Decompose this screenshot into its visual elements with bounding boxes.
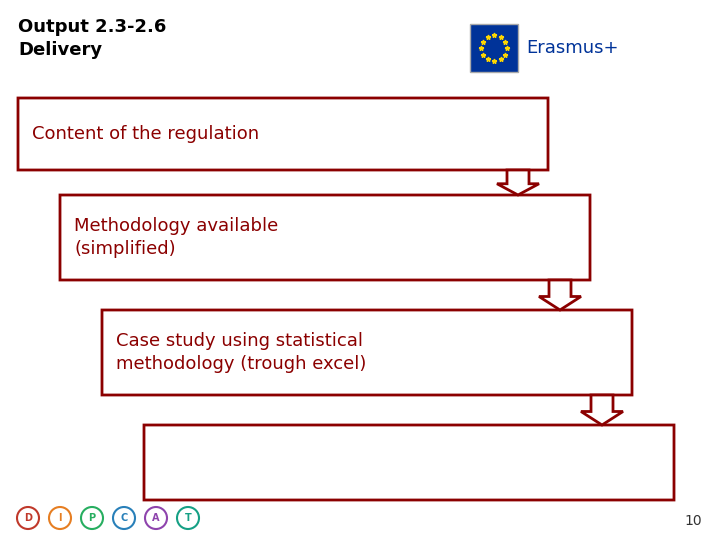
FancyBboxPatch shape [102,310,632,395]
Text: P: P [89,513,96,523]
Text: C: C [120,513,127,523]
Text: Erasmus+: Erasmus+ [526,39,618,57]
Text: I: I [58,513,62,523]
FancyBboxPatch shape [60,195,590,280]
FancyBboxPatch shape [18,98,548,170]
Text: T: T [184,513,192,523]
Polygon shape [497,170,539,195]
Polygon shape [539,280,581,310]
Text: 10: 10 [685,514,702,528]
FancyBboxPatch shape [144,425,674,500]
Text: Case study using statistical
methodology (trough excel): Case study using statistical methodology… [116,332,366,373]
Text: Methodology available
(simplified): Methodology available (simplified) [74,217,278,258]
Text: Content of the regulation: Content of the regulation [32,125,259,143]
Text: D: D [24,513,32,523]
Text: Output 2.3-2.6
Delivery: Output 2.3-2.6 Delivery [18,18,166,59]
Text: A: A [152,513,160,523]
Polygon shape [581,395,623,425]
FancyBboxPatch shape [470,24,518,72]
